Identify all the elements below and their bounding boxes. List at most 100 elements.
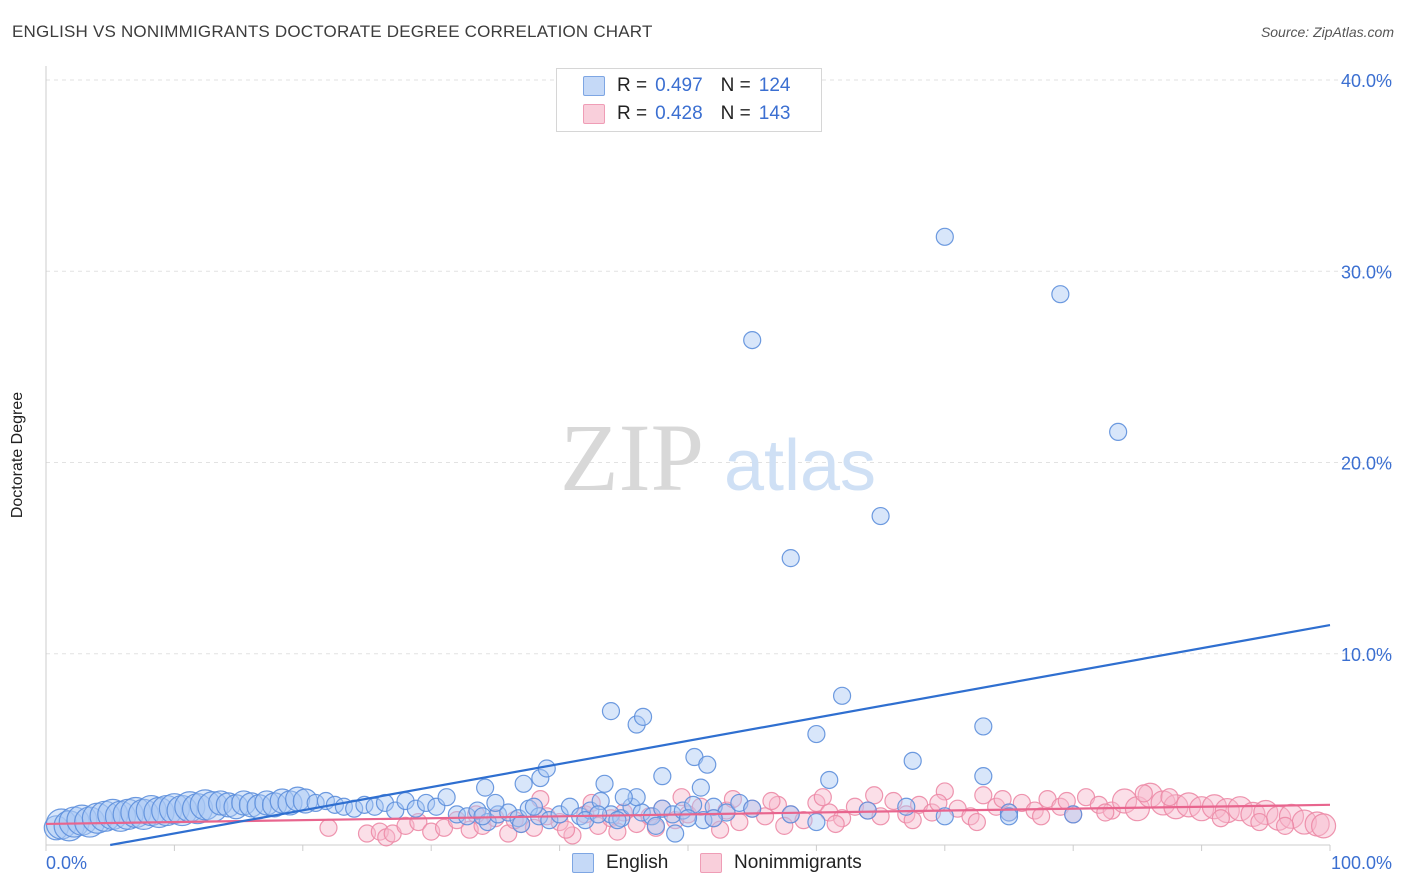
nonimmigrants-point (710, 820, 730, 839)
english-point (807, 724, 826, 744)
english-point (698, 755, 717, 774)
english-point (642, 807, 662, 826)
nonimmigrants-point (762, 791, 781, 811)
english-point (1064, 805, 1083, 824)
english-point (974, 767, 993, 786)
nonimmigrants-point (1250, 812, 1269, 832)
y-tick-label: 30.0% (1341, 262, 1392, 282)
nonimmigrants-point (1211, 809, 1230, 828)
english-point (781, 549, 800, 568)
nonimmigrants-point (1240, 801, 1266, 828)
english-point (820, 770, 839, 790)
legend-row-english: R = 0.497 N = 124 (583, 73, 790, 99)
english-point (595, 774, 614, 793)
legend-n-label: N = (720, 75, 751, 96)
english-point (601, 702, 621, 721)
nonimmigrants-point (974, 786, 993, 805)
english-point (231, 790, 257, 816)
english-point (458, 807, 477, 826)
nonimmigrants-swatch (583, 104, 605, 124)
tick-labels: 10.0% 20.0% 30.0% 40.0% 0.0% 100.0% (46, 71, 1392, 873)
x-tick-label: 0.0% (46, 853, 87, 873)
english-points (43, 227, 1128, 843)
english-swatch (572, 853, 594, 873)
english-point (832, 686, 852, 705)
axes (45, 66, 1331, 851)
legend-r-label: R = (617, 103, 648, 124)
nonimmigrants-point (447, 811, 466, 830)
legend-nonimmigrants-label: Nonimmigrants (734, 852, 862, 873)
english-swatch (583, 76, 605, 96)
y-tick-label: 20.0% (1341, 454, 1392, 474)
english-point (550, 805, 569, 824)
english-point (935, 227, 954, 246)
english-point (871, 506, 890, 526)
stats-legend: R = 0.497 N = 124 R = 0.428 N = 143 (556, 68, 822, 132)
nonimmigrants-point (582, 793, 601, 813)
english-point (537, 759, 556, 778)
english-point (704, 809, 723, 828)
nonimmigrants-point (967, 812, 987, 832)
english-trend-line (110, 623, 1331, 847)
nonimmigrants-trend-line (45, 803, 1331, 826)
english-point (633, 707, 653, 726)
nonimmigrants-point (1031, 807, 1051, 826)
english-point (897, 797, 916, 816)
english-point (524, 797, 544, 816)
english-point (807, 812, 826, 832)
legend-item-english[interactable]: English (572, 852, 668, 874)
legend-item-nonimmigrants[interactable]: Nonimmigrants (700, 852, 862, 874)
nonimmigrants-point (865, 786, 884, 805)
english-point (666, 824, 685, 843)
nonimmigrants-point (1214, 797, 1240, 824)
chart-title: ENGLISH VS NONIMMIGRANTS DOCTORATE DEGRE… (12, 22, 653, 41)
english-point (486, 793, 505, 813)
grid (46, 79, 1392, 655)
english-point (468, 801, 487, 820)
nonimmigrants-point (556, 820, 576, 839)
english-point (691, 778, 710, 797)
english-point (999, 807, 1019, 826)
english-point (589, 805, 608, 824)
english-point (531, 768, 550, 788)
english-point (1051, 285, 1070, 304)
english-point (743, 331, 762, 350)
english-point (208, 790, 234, 816)
english-point (1109, 422, 1128, 441)
english-point (678, 809, 698, 828)
english-point (416, 793, 436, 813)
nonimmigrants-point (1275, 816, 1295, 835)
nonimmigrants-point (1096, 803, 1115, 822)
legend-row-nonimmigrants: R = 0.428 N = 143 (583, 101, 790, 127)
nonimmigrants-point (1188, 796, 1215, 822)
english-point (476, 778, 495, 797)
watermark-zip: ZIP (560, 404, 704, 511)
nonimmigrants-point (813, 788, 832, 807)
english-point (591, 791, 610, 811)
english-point (406, 799, 425, 818)
legend-r-value: 0.428 (655, 103, 703, 124)
english-point (646, 816, 666, 835)
english-point (974, 717, 993, 736)
legend-english-label: English (606, 852, 669, 873)
english-point (903, 751, 922, 770)
nonimmigrants-point (1227, 796, 1253, 822)
x-tick-label: 100.0% (1331, 853, 1392, 873)
english-point (437, 788, 456, 807)
english-point (614, 788, 633, 807)
source-label: Source: ZipAtlas.com (1260, 24, 1394, 40)
legend-r-value: 0.497 (655, 75, 703, 96)
english-point (653, 799, 672, 818)
watermark-atlas: atlas (724, 426, 876, 506)
nonimmigrants-point (1134, 784, 1153, 803)
legend-n-value: 124 (758, 75, 791, 96)
nonimmigrants-point (319, 818, 338, 837)
y-tick-label: 10.0% (1341, 645, 1392, 665)
english-point (935, 807, 954, 826)
english-point (653, 767, 672, 786)
y-tick-label: 40.0% (1341, 71, 1392, 91)
nonimmigrants-point (1102, 801, 1121, 820)
nonimmigrants-swatch (700, 853, 722, 873)
nonimmigrants-point (935, 782, 954, 801)
